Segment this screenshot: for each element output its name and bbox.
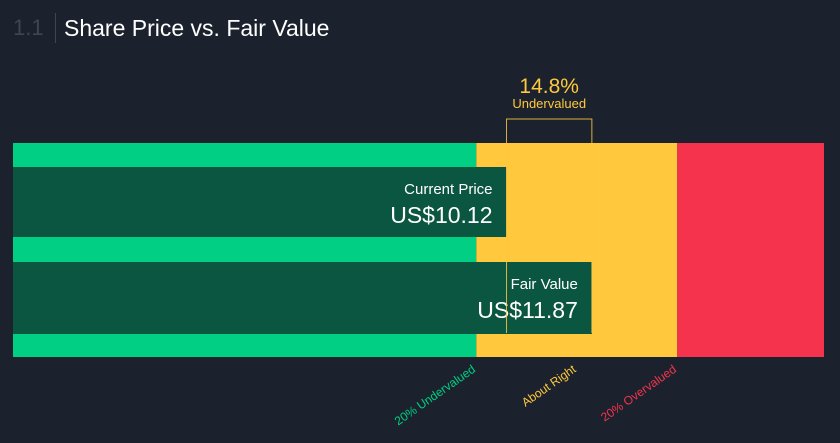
bar-current-price: Current Price US$10.12 <box>13 167 507 237</box>
annotation-layer: 14.8%Undervalued <box>506 75 593 333</box>
zone-label-undervalued: 20% Undervalued <box>392 362 478 428</box>
bar-label-box <box>416 167 507 237</box>
bar-label-box <box>501 262 592 334</box>
zone-label-about-right: About Right <box>519 362 579 410</box>
bar-value-label: US$11.87 <box>477 297 578 323</box>
bars-layer: Current Price US$10.12 Fair Value US$11.87 <box>13 167 592 334</box>
bar-value-label: US$10.12 <box>390 202 492 228</box>
annotation-percent: 14.8% <box>519 75 579 98</box>
zone-labels-layer: 20% Undervalued About Right 20% Overvalued <box>392 362 679 429</box>
bar-fair-value: Fair Value US$11.87 <box>13 262 592 334</box>
section-divider <box>55 13 56 43</box>
annotation-bracket <box>506 118 593 333</box>
bar-label: Current Price <box>404 181 492 198</box>
annotation-text: Undervalued <box>512 96 586 111</box>
bar-label: Fair Value <box>511 276 578 293</box>
zone-overvalued <box>677 143 824 357</box>
header: 1.1 Share Price vs. Fair Value <box>0 0 840 58</box>
section-number: 1.1 <box>13 15 44 40</box>
zone-label-overvalued: 20% Overvalued <box>598 362 679 424</box>
bar-fill <box>13 262 592 334</box>
page-title: Share Price vs. Fair Value <box>64 15 330 41</box>
